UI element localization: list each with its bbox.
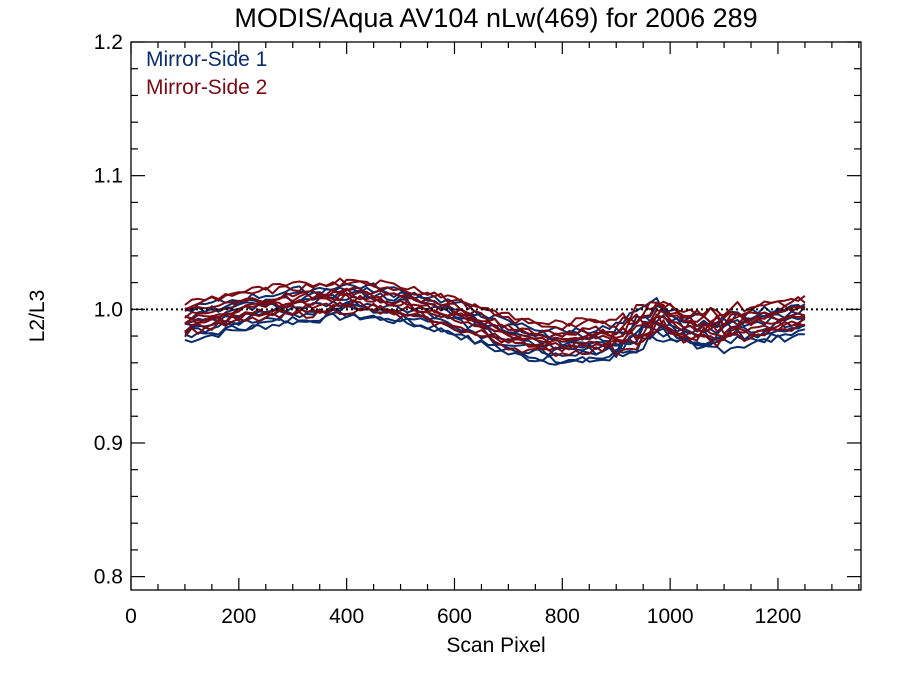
x-tick-label: 600 xyxy=(437,605,472,628)
x-axis-title: Scan Pixel xyxy=(446,634,545,657)
x-tick-label: 800 xyxy=(545,605,580,628)
x-tick-label: 1200 xyxy=(755,605,802,628)
x-tick-label: 400 xyxy=(329,605,364,628)
y-tick-label: 0.9 xyxy=(94,432,123,455)
plot-frame xyxy=(130,41,862,591)
y-tick-label: 1.2 xyxy=(94,31,123,54)
legend-mirror-side-1: Mirror-Side 1 xyxy=(146,48,267,71)
y-axis-title: L2/L3 xyxy=(26,290,49,343)
chart-title: MODIS/Aqua AV104 nLw(469) for 2006 289 xyxy=(234,3,757,33)
x-tick-label: 0 xyxy=(125,605,137,628)
y-tick-label: 1.0 xyxy=(94,298,123,321)
x-tick-label: 200 xyxy=(221,605,256,628)
y-tick-label: 0.8 xyxy=(94,566,123,589)
x-tick-label: 1000 xyxy=(647,605,694,628)
data-traces xyxy=(184,277,806,366)
mirror-side-2-trace xyxy=(184,303,806,353)
x-axis-ticks: 0 200 400 600 800 1000 1200 xyxy=(125,42,860,628)
mirror-side-2-trace xyxy=(184,286,806,336)
legend-mirror-side-2: Mirror-Side 2 xyxy=(146,76,267,99)
mirror-side-2-trace xyxy=(184,287,806,340)
y-axis-ticks: 0.8 0.9 1.0 1.1 1.2 xyxy=(94,31,861,589)
mirror-side-2-trace xyxy=(184,277,806,329)
y-tick-label: 1.1 xyxy=(94,165,123,188)
mirror-side-1-trace xyxy=(184,312,805,366)
